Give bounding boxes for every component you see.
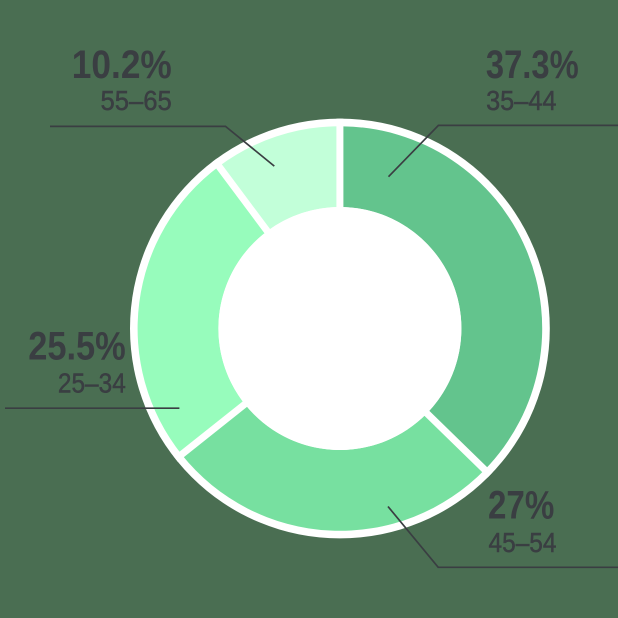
svg-text:27%: 27% (488, 484, 554, 528)
svg-text:25–34: 25–34 (58, 368, 126, 399)
svg-text:55–65: 55–65 (101, 85, 172, 116)
svg-text:37.3%: 37.3% (486, 43, 579, 87)
svg-text:35–44: 35–44 (486, 85, 556, 116)
svg-text:45–54: 45–54 (489, 527, 557, 558)
svg-text:10.2%: 10.2% (72, 43, 172, 87)
svg-text:25.5%: 25.5% (28, 324, 126, 368)
